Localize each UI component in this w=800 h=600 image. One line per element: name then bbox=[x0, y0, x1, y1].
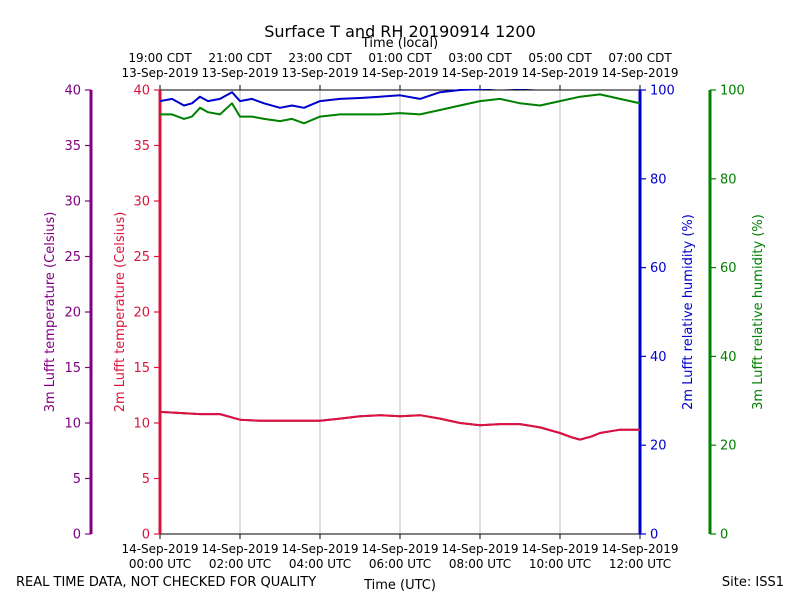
rh3-axis-label: 3m Lufft relative humidity (%) bbox=[751, 214, 766, 410]
2m-lufft-temperature-line bbox=[160, 410, 640, 441]
x-tick-label-date: 14-Sep-2019 bbox=[361, 542, 438, 556]
3m-lufft-relative-humidity-line bbox=[160, 93, 640, 125]
x-tick-label-time: 10:00 UTC bbox=[529, 557, 591, 571]
top-axis-label: Time (local) bbox=[361, 36, 438, 51]
t2-tick-label: 10 bbox=[133, 417, 150, 432]
top-tick-label-date: 13-Sep-2019 bbox=[281, 66, 358, 80]
x-tick-label-time: 04:00 UTC bbox=[289, 557, 351, 571]
x-tick-label-date: 14-Sep-2019 bbox=[521, 542, 598, 556]
t2-tick-label: 25 bbox=[133, 250, 150, 265]
top-tick-label-time: 03:00 CDT bbox=[448, 51, 512, 65]
t2-tick-label: 5 bbox=[142, 472, 150, 487]
chart-title: Surface T and RH 20190914 1200 bbox=[264, 22, 536, 41]
site-label: Site: ISS1 bbox=[721, 575, 784, 590]
rh2-tick-label: 60 bbox=[650, 261, 667, 276]
x-tick-label-date: 14-Sep-2019 bbox=[121, 542, 198, 556]
series-layer bbox=[160, 89, 640, 441]
t2-tick-label: 15 bbox=[133, 361, 150, 376]
top-tick-label-date: 13-Sep-2019 bbox=[201, 66, 278, 80]
t3-tick-label: 30 bbox=[64, 195, 81, 210]
x-tick-label-time: 06:00 UTC bbox=[369, 557, 431, 571]
x-axis-label: Time (UTC) bbox=[363, 578, 436, 593]
t3-tick-label: 25 bbox=[64, 250, 81, 265]
top-tick-label-time: 21:00 CDT bbox=[208, 51, 272, 65]
rh3-tick-label: 80 bbox=[720, 172, 737, 187]
rh2-tick-label: 40 bbox=[650, 350, 667, 365]
top-tick-label-time: 01:00 CDT bbox=[368, 51, 432, 65]
t3-tick-label: 15 bbox=[64, 361, 81, 376]
t2-axis-label: 2m Lufft temperature (Celsius) bbox=[113, 212, 128, 413]
t2-tick-label: 30 bbox=[133, 195, 150, 210]
t2-tick-label: 40 bbox=[133, 84, 150, 99]
top-tick-label-date: 13-Sep-2019 bbox=[121, 66, 198, 80]
rh3-tick-label: 20 bbox=[720, 439, 737, 454]
top-tick-label-date: 14-Sep-2019 bbox=[441, 66, 518, 80]
rh2-tick-label: 20 bbox=[650, 439, 667, 454]
t2-tick-label: 0 bbox=[142, 528, 150, 543]
top-tick-label-time: 05:00 CDT bbox=[528, 51, 592, 65]
rh2-tick-label: 100 bbox=[650, 84, 675, 99]
t3-tick-label: 20 bbox=[64, 306, 81, 321]
t3-tick-label: 10 bbox=[64, 417, 81, 432]
top-tick-label-date: 14-Sep-2019 bbox=[521, 66, 598, 80]
x-tick-label-time: 00:00 UTC bbox=[129, 557, 191, 571]
x-tick-label-date: 14-Sep-2019 bbox=[281, 542, 358, 556]
rh3-tick-label: 40 bbox=[720, 350, 737, 365]
t2-tick-label: 20 bbox=[133, 306, 150, 321]
top-tick-label-time: 23:00 CDT bbox=[288, 51, 352, 65]
x-tick-label-time: 12:00 UTC bbox=[609, 557, 671, 571]
top-tick-label-date: 14-Sep-2019 bbox=[361, 66, 438, 80]
rh3-tick-label: 100 bbox=[720, 84, 745, 99]
x-tick-label-date: 14-Sep-2019 bbox=[601, 542, 678, 556]
t3-tick-label: 5 bbox=[73, 472, 81, 487]
rh3-tick-label: 60 bbox=[720, 261, 737, 276]
x-tick-label-date: 14-Sep-2019 bbox=[201, 542, 278, 556]
rh3-tick-label: 0 bbox=[720, 528, 728, 543]
x-tick-label-time: 08:00 UTC bbox=[449, 557, 511, 571]
t3-tick-label: 35 bbox=[64, 139, 81, 154]
quality-disclaimer: REAL TIME DATA, NOT CHECKED FOR QUALITY bbox=[16, 575, 317, 590]
t3-tick-label: 0 bbox=[73, 528, 81, 543]
2m-lufft-relative-humidity-line bbox=[160, 89, 536, 109]
rh2-axis-label: 2m Lufft relative humidity (%) bbox=[681, 214, 696, 410]
t3-axis-label: 3m Lufft temperature (Celsius) bbox=[43, 212, 58, 413]
grid-layer bbox=[239, 90, 561, 534]
top-tick-label-time: 19:00 CDT bbox=[128, 51, 192, 65]
t3-tick-label: 40 bbox=[64, 84, 81, 99]
x-tick-label-time: 02:00 UTC bbox=[209, 557, 271, 571]
t2-tick-label: 35 bbox=[133, 139, 150, 154]
rh2-tick-label: 0 bbox=[650, 528, 658, 543]
x-tick-label-date: 14-Sep-2019 bbox=[441, 542, 518, 556]
top-tick-label-date: 14-Sep-2019 bbox=[601, 66, 678, 80]
rh2-tick-label: 80 bbox=[650, 172, 667, 187]
top-tick-label-time: 07:00 CDT bbox=[608, 51, 672, 65]
